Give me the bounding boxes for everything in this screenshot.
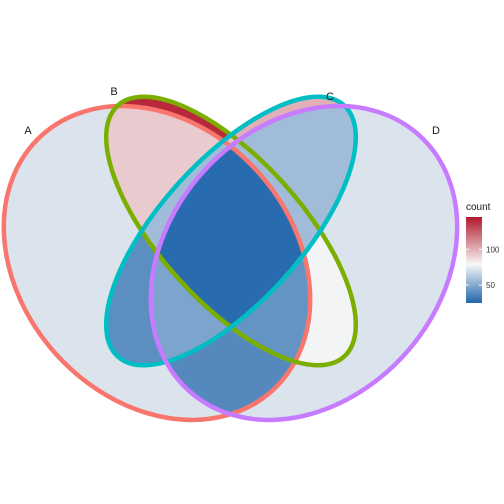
set-outline-b — [103, 94, 359, 368]
legend-tick-label: 50 — [486, 281, 495, 290]
venn-set-outlines — [1, 94, 460, 423]
legend: count 50 100 — [466, 202, 500, 303]
legend-title: count — [466, 202, 491, 213]
set-outline-d — [148, 103, 460, 423]
set-label-d: D — [432, 125, 440, 137]
set-label-b: B — [110, 86, 117, 98]
legend-ticks: 50 100 — [466, 245, 500, 290]
set-label-c: C — [326, 91, 334, 103]
legend-tick-label: 100 — [486, 245, 500, 254]
legend-colorbar — [466, 217, 482, 303]
set-label-a: A — [24, 125, 32, 137]
venn-set-labels: A B C D — [24, 86, 440, 137]
set-outline-a — [1, 103, 313, 423]
